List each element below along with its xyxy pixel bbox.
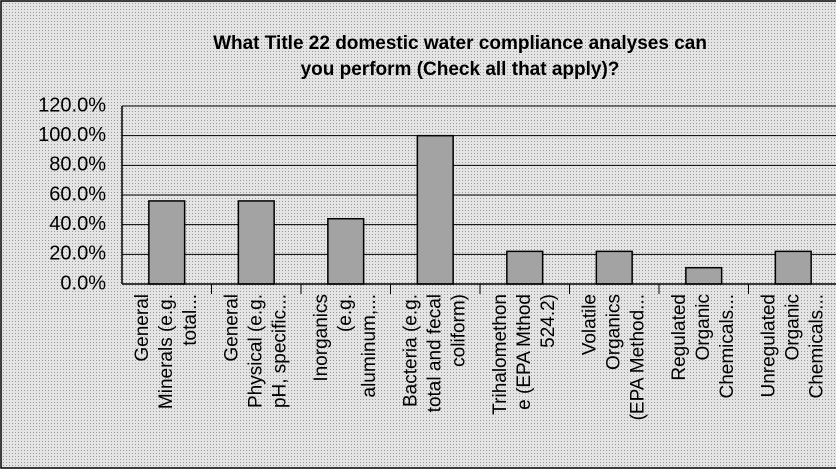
x-tick-label: aluminum,... xyxy=(359,294,380,397)
x-tick-label: Trihalomethon xyxy=(490,294,511,415)
bar xyxy=(685,266,723,285)
bar xyxy=(327,217,365,285)
bar xyxy=(416,134,454,285)
x-tick-label: Organic xyxy=(782,294,803,361)
y-tick-label: 120.0% xyxy=(38,94,106,116)
x-tick-label: General xyxy=(221,294,242,362)
x-tick-label: 524.2) xyxy=(538,294,559,348)
x-tick-label: Unregulated xyxy=(758,294,779,398)
x-tick-label: Organics xyxy=(603,294,624,370)
x-tick-label: Chemicals... xyxy=(717,294,738,399)
bar xyxy=(595,250,633,285)
bar xyxy=(237,200,275,285)
x-tick-label: total... xyxy=(180,294,201,346)
y-tick-label: 80.0% xyxy=(49,154,106,176)
y-tick-label: 40.0% xyxy=(49,213,106,235)
bar xyxy=(774,250,812,285)
bar xyxy=(148,200,186,285)
chart-title: you perform (Check all that apply)? xyxy=(301,59,620,80)
x-tick-label: Regulated xyxy=(669,294,690,381)
x-tick-label: Minerals (e.g. xyxy=(156,294,177,409)
y-tick-label: 60.0% xyxy=(49,183,106,205)
x-tick-label: Inorganics xyxy=(311,294,332,382)
x-tick-label: (EPA Method... xyxy=(627,294,648,420)
y-tick-label: 20.0% xyxy=(49,243,106,265)
x-tick-label: Bacteria (e.g. xyxy=(400,294,421,407)
x-tick-label: Organic xyxy=(693,294,714,361)
x-tick-label: Physical (e.g. xyxy=(245,294,266,408)
x-tick-label: coliform) xyxy=(448,294,469,367)
x-tick-label: e (EPA Mthod xyxy=(514,294,535,410)
x-tick-label: Chemicals... xyxy=(806,294,827,399)
y-tick-label: 0.0% xyxy=(60,272,106,294)
x-tick-label: General xyxy=(132,294,153,362)
x-tick-label: pH, specific... xyxy=(269,294,290,408)
bar xyxy=(506,250,544,285)
chart-title: What Title 22 domestic water compliance … xyxy=(213,33,707,54)
x-tick-label: (e.g. xyxy=(335,294,356,332)
x-tick-label: total and fecal xyxy=(424,294,445,412)
x-tick-label: Volatile xyxy=(579,294,600,355)
y-tick-label: 100.0% xyxy=(38,124,106,146)
